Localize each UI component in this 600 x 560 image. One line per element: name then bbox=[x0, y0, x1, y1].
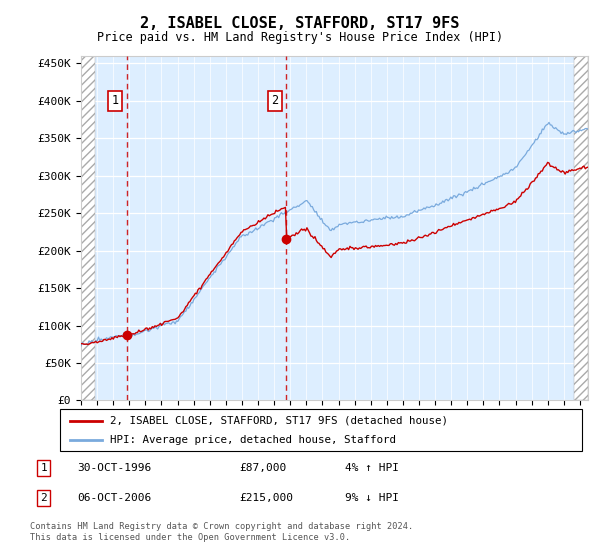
Text: 1: 1 bbox=[40, 463, 47, 473]
FancyBboxPatch shape bbox=[60, 409, 582, 451]
Text: HPI: Average price, detached house, Stafford: HPI: Average price, detached house, Staf… bbox=[110, 435, 395, 445]
Text: 06-OCT-2006: 06-OCT-2006 bbox=[77, 493, 151, 503]
Text: 2: 2 bbox=[272, 95, 278, 108]
Text: 2, ISABEL CLOSE, STAFFORD, ST17 9FS: 2, ISABEL CLOSE, STAFFORD, ST17 9FS bbox=[140, 16, 460, 31]
Text: 2, ISABEL CLOSE, STAFFORD, ST17 9FS (detached house): 2, ISABEL CLOSE, STAFFORD, ST17 9FS (det… bbox=[110, 416, 448, 426]
Text: £215,000: £215,000 bbox=[240, 493, 294, 503]
Text: 1: 1 bbox=[112, 95, 119, 108]
Text: 4% ↑ HPI: 4% ↑ HPI bbox=[344, 463, 398, 473]
Text: £87,000: £87,000 bbox=[240, 463, 287, 473]
Text: 9% ↓ HPI: 9% ↓ HPI bbox=[344, 493, 398, 503]
Text: 30-OCT-1996: 30-OCT-1996 bbox=[77, 463, 151, 473]
Text: Contains HM Land Registry data © Crown copyright and database right 2024.: Contains HM Land Registry data © Crown c… bbox=[30, 522, 413, 531]
Text: This data is licensed under the Open Government Licence v3.0.: This data is licensed under the Open Gov… bbox=[30, 533, 350, 542]
Text: Price paid vs. HM Land Registry's House Price Index (HPI): Price paid vs. HM Land Registry's House … bbox=[97, 31, 503, 44]
Text: 2: 2 bbox=[40, 493, 47, 503]
